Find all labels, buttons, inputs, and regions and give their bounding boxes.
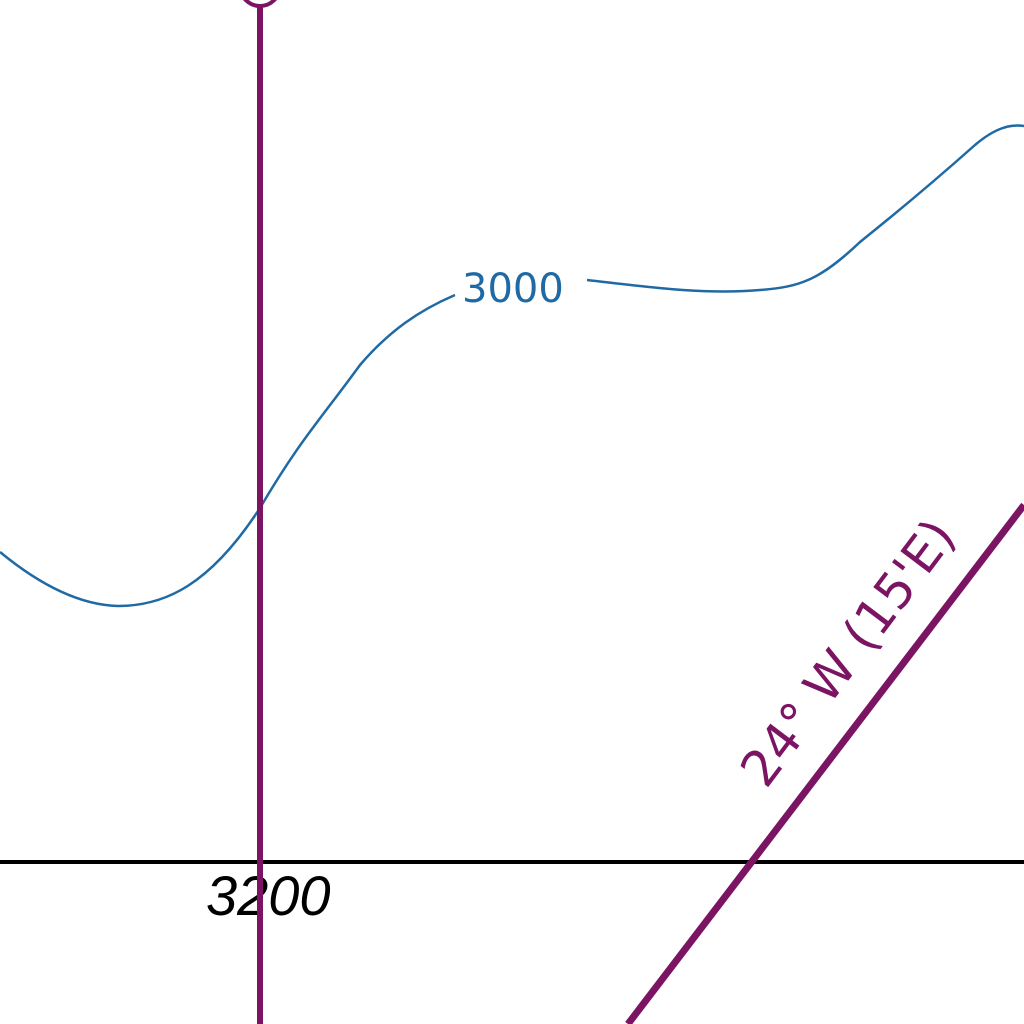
magnetic-declination-line [625, 502, 1024, 1024]
true-north-marker [243, 0, 277, 8]
grid-easting-label: 3200 [206, 864, 331, 927]
contour-elevation-label: 3000 [462, 266, 564, 312]
contour-line-3000-east [586, 124, 1024, 293]
